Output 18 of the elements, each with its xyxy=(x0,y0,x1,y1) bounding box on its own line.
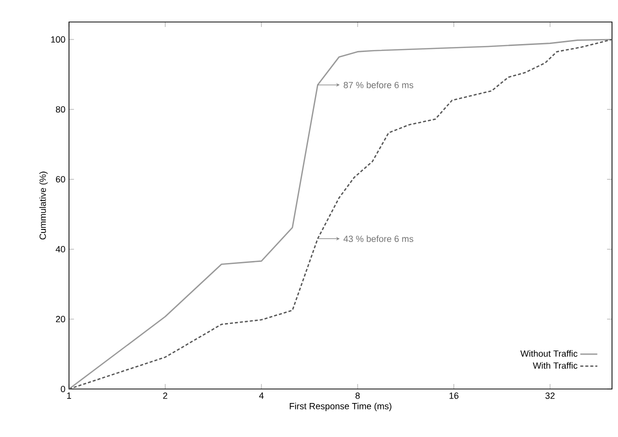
x-tick-label: 1 xyxy=(67,392,72,399)
y-tick-label: 20 xyxy=(56,316,66,322)
legend-label: With Traffic xyxy=(532,362,578,369)
x-tick-label: 4 xyxy=(259,392,264,399)
y-tick-label: 80 xyxy=(56,106,66,113)
y-axis-title: Cummulative (%) xyxy=(39,172,48,240)
x-tick-label: 32 xyxy=(545,392,555,399)
legend-label: Without Traffic xyxy=(520,350,578,357)
x-axis-title: First Response Time (ms) xyxy=(290,402,392,412)
y-tick-label: 40 xyxy=(56,246,66,252)
annotation: 87 % before 6 ms xyxy=(344,82,414,88)
x-tick-label: 8 xyxy=(356,392,360,399)
x-tick-label: 2 xyxy=(163,392,168,399)
y-tick-label: 60 xyxy=(56,176,66,182)
y-tick-label: 0 xyxy=(60,386,66,392)
y-tick-label: 100 xyxy=(51,36,66,43)
annotation: 43 % before 6 ms xyxy=(344,235,414,242)
x-tick-label: 16 xyxy=(450,392,458,399)
